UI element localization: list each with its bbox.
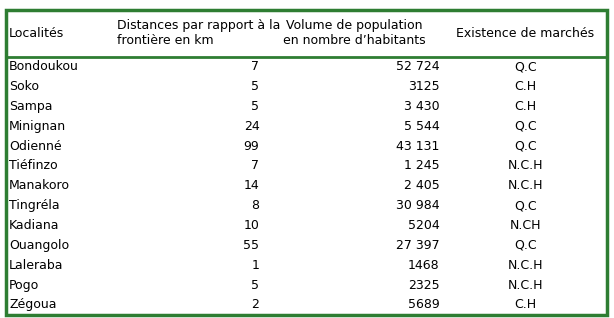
Text: 2325: 2325 bbox=[408, 279, 440, 292]
Text: N.C.H: N.C.H bbox=[508, 160, 543, 172]
Text: 99: 99 bbox=[244, 140, 259, 153]
Text: Q.C: Q.C bbox=[514, 140, 537, 153]
Text: Localités: Localités bbox=[9, 27, 64, 40]
Text: 8: 8 bbox=[251, 199, 259, 212]
Text: 14: 14 bbox=[244, 179, 259, 192]
Text: 5204: 5204 bbox=[408, 219, 440, 232]
Text: Manakoro: Manakoro bbox=[9, 179, 70, 192]
Text: Q.C: Q.C bbox=[514, 239, 537, 252]
Text: 5689: 5689 bbox=[408, 298, 440, 311]
Text: 5: 5 bbox=[251, 279, 259, 292]
Text: C.H: C.H bbox=[515, 298, 537, 311]
Text: Volume de population
en nombre d’habitants: Volume de population en nombre d’habitan… bbox=[283, 19, 426, 47]
Text: 1468: 1468 bbox=[408, 259, 440, 272]
Text: C.H: C.H bbox=[515, 80, 537, 93]
Text: 1 245: 1 245 bbox=[404, 160, 440, 172]
Text: 1: 1 bbox=[252, 259, 259, 272]
Text: Minignan: Minignan bbox=[9, 120, 66, 133]
Text: 2: 2 bbox=[252, 298, 259, 311]
Text: N.CH: N.CH bbox=[510, 219, 541, 232]
Text: 3 430: 3 430 bbox=[404, 100, 440, 113]
Text: Ouangolo: Ouangolo bbox=[9, 239, 69, 252]
Text: Zégoua: Zégoua bbox=[9, 298, 56, 311]
Text: Distances par rapport à la
frontière en km: Distances par rapport à la frontière en … bbox=[117, 19, 281, 47]
Text: Sampa: Sampa bbox=[9, 100, 53, 113]
Text: 3125: 3125 bbox=[408, 80, 440, 93]
Text: Odienné: Odienné bbox=[9, 140, 62, 153]
Text: 10: 10 bbox=[244, 219, 259, 232]
Text: Existence de marchés: Existence de marchés bbox=[456, 27, 594, 40]
Text: Bondoukou: Bondoukou bbox=[9, 60, 79, 73]
Text: 43 131: 43 131 bbox=[396, 140, 440, 153]
Text: 5: 5 bbox=[251, 100, 259, 113]
Text: 2 405: 2 405 bbox=[404, 179, 440, 192]
Text: Soko: Soko bbox=[9, 80, 39, 93]
Text: Q.C: Q.C bbox=[514, 120, 537, 133]
Text: 30 984: 30 984 bbox=[396, 199, 440, 212]
Text: 7: 7 bbox=[251, 60, 259, 73]
Text: N.C.H: N.C.H bbox=[508, 279, 543, 292]
Text: N.C.H: N.C.H bbox=[508, 259, 543, 272]
Text: 24: 24 bbox=[244, 120, 259, 133]
Text: Tingréla: Tingréla bbox=[9, 199, 60, 212]
Text: 5 544: 5 544 bbox=[404, 120, 440, 133]
Text: Kadiana: Kadiana bbox=[9, 219, 60, 232]
Text: Q.C: Q.C bbox=[514, 199, 537, 212]
Text: 7: 7 bbox=[251, 160, 259, 172]
Text: 5: 5 bbox=[251, 80, 259, 93]
Text: 27 397: 27 397 bbox=[396, 239, 440, 252]
Text: N.C.H: N.C.H bbox=[508, 179, 543, 192]
Text: Laleraba: Laleraba bbox=[9, 259, 64, 272]
Text: Tiéfinzo: Tiéfinzo bbox=[9, 160, 58, 172]
Text: Pogo: Pogo bbox=[9, 279, 39, 292]
Text: 52 724: 52 724 bbox=[396, 60, 440, 73]
Text: C.H: C.H bbox=[515, 100, 537, 113]
Text: 55: 55 bbox=[243, 239, 259, 252]
Text: Q.C: Q.C bbox=[514, 60, 537, 73]
